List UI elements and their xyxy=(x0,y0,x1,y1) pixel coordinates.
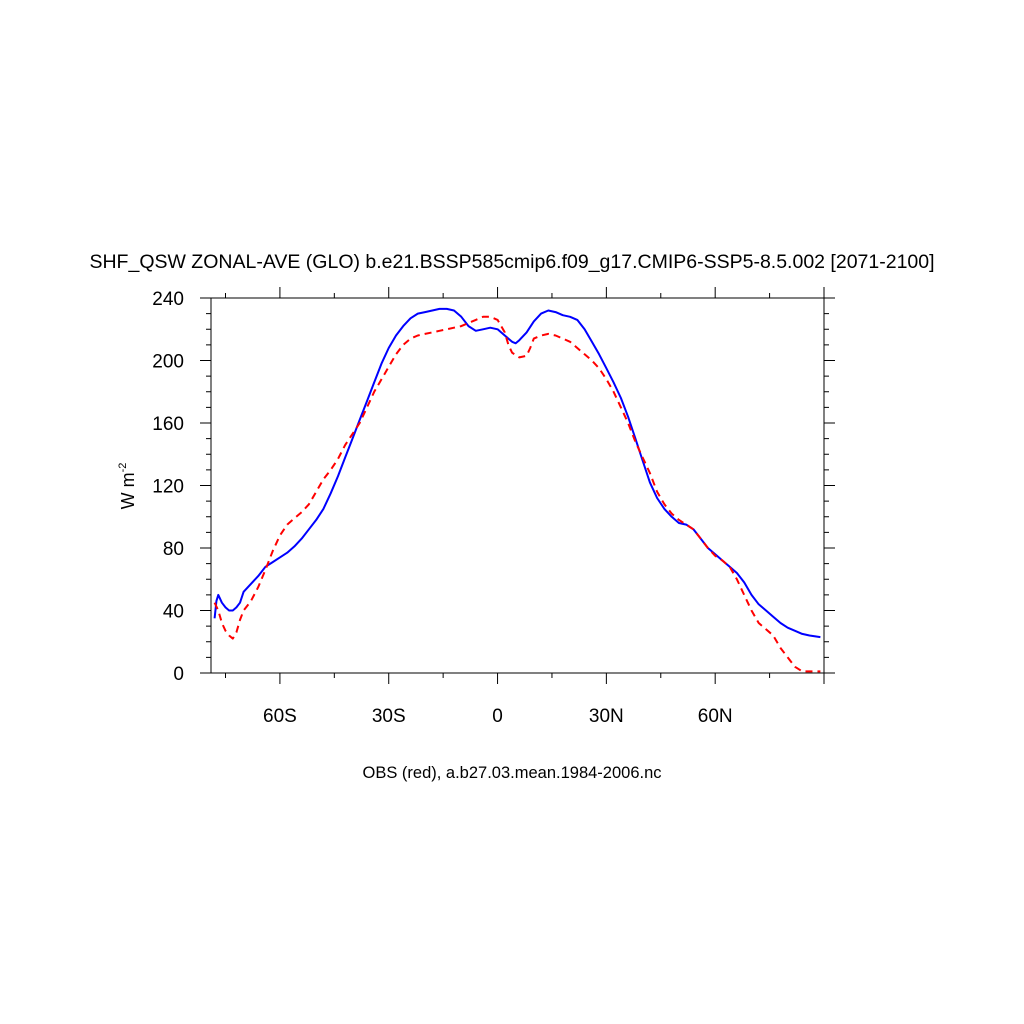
y-tick-label: 0 xyxy=(173,664,184,685)
x-tick-label: 30N xyxy=(589,706,624,727)
chart-title: SHF_QSW ZONAL-AVE (GLO) b.e21.BSSP585cmi… xyxy=(89,251,934,273)
y-tick-labels: 0 40 80 120 160 200 240 xyxy=(152,289,184,685)
y-axis-label-exponent: -2 xyxy=(117,463,129,473)
y-tick-label: 80 xyxy=(163,539,184,560)
x-axis-label: OBS (red), a.b27.03.mean.1984-2006.nc xyxy=(362,764,661,782)
x-tick-label: 60S xyxy=(263,706,297,727)
plot-area xyxy=(200,287,835,684)
y-tick-label: 160 xyxy=(152,414,184,435)
x-tick-label: 30S xyxy=(372,706,406,727)
y-axis-label: W m-2 xyxy=(117,463,138,510)
model-series-line xyxy=(213,307,821,639)
plot-frame xyxy=(210,297,825,674)
y-tick-label: 240 xyxy=(152,289,184,310)
series-lines xyxy=(213,307,821,673)
tick-marks xyxy=(200,287,835,684)
y-tick-label: 200 xyxy=(152,352,184,373)
x-tick-label: 0 xyxy=(492,706,503,727)
x-tick-label: 60N xyxy=(698,706,733,727)
x-tick-labels: 60S 30S 0 30N 60N xyxy=(263,706,733,727)
y-tick-label: 40 xyxy=(163,602,184,623)
y-axis-label-base: W m xyxy=(118,472,138,509)
obs-series-line xyxy=(213,315,821,673)
y-tick-label: 120 xyxy=(152,477,184,498)
